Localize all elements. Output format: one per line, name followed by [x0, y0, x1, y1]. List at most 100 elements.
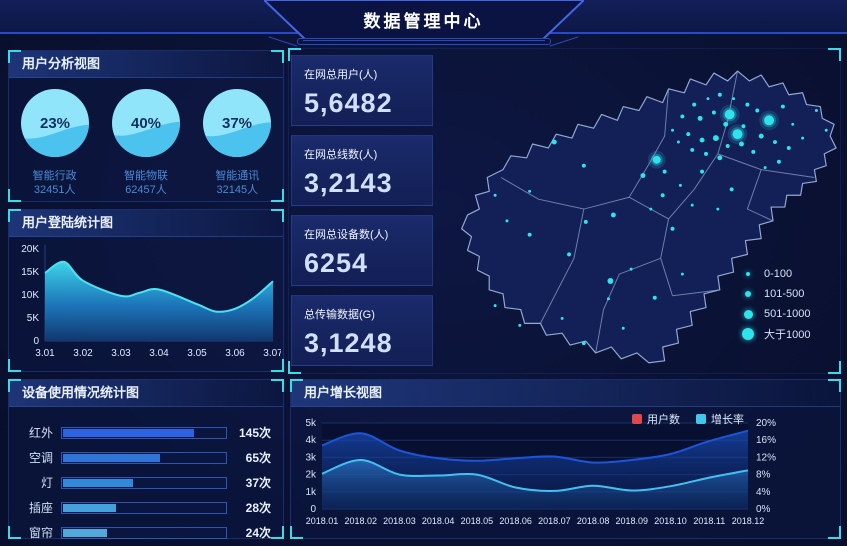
- svg-text:2k: 2k: [305, 470, 317, 481]
- map-legend-label: 501-1000: [764, 308, 811, 320]
- device-bar-row: 红外 145次: [17, 420, 271, 445]
- svg-text:2018.12: 2018.12: [732, 516, 765, 526]
- map-legend-row: 大于1000: [741, 327, 811, 341]
- liquid-circle-item: 40% 智能物联 62457人: [103, 85, 189, 197]
- svg-text:3.07: 3.07: [263, 348, 281, 359]
- bar-track: [61, 501, 227, 514]
- stat-label: 在网总线数(人): [304, 149, 378, 161]
- svg-text:0: 0: [33, 336, 39, 347]
- panel-device-usage: 设备使用情况统计图 红外 145次 空调 65次 灯 37次 插座 28次: [8, 379, 284, 540]
- svg-text:20%: 20%: [756, 418, 776, 429]
- circle-percent-value: 40%: [131, 115, 161, 132]
- stat-label: 总传输数据(G): [304, 309, 375, 321]
- svg-text:2018.06: 2018.06: [499, 516, 532, 526]
- map-legend-dot-icon: [746, 272, 750, 276]
- circle-count: 32451人: [33, 184, 76, 196]
- svg-text:4%: 4%: [756, 487, 771, 498]
- bar-fill: [63, 453, 161, 462]
- svg-text:15K: 15K: [21, 267, 39, 278]
- panel-title-user-growth: 用户增长视图: [291, 380, 840, 407]
- header-underbar-decoration: [296, 38, 551, 45]
- legend-item-users[interactable]: 用户数: [632, 411, 680, 427]
- panel-login-stats: 用户登陆统计图 0 5K 10K 15K 20K 3.01 3.02 3.03 3.04 3.05…: [8, 209, 284, 372]
- panel-user-analysis: 用户分析视图 23% 智能行政 32451人 40% 智: [8, 50, 284, 202]
- device-count: 37次: [245, 476, 271, 490]
- bar-track: [61, 426, 227, 439]
- svg-text:3.04: 3.04: [149, 348, 169, 359]
- growth-chart-legend: 用户数 增长率: [632, 411, 744, 427]
- device-count: 65次: [245, 451, 271, 465]
- map-legend: 0-100 101-500 501-1000 大于1000: [741, 267, 811, 347]
- svg-text:3.01: 3.01: [35, 348, 55, 359]
- circle-count: 62457人: [125, 184, 167, 196]
- svg-text:2018.08: 2018.08: [577, 516, 610, 526]
- panel-user-growth: 用户增长视图 用户数 增长率 0 0% 1k 4% 2k 8% 3k 12% 4k 16% 5k 20…: [290, 379, 841, 539]
- stat-value: 5,6482: [304, 88, 393, 118]
- liquid-circle-gauge: 37%: [203, 89, 272, 157]
- device-bar-row: 空调 65次: [17, 445, 271, 470]
- map-legend-dot-icon: [745, 291, 751, 297]
- panel-title-user-analysis: 用户分析视图: [9, 51, 283, 78]
- svg-text:2018.01: 2018.01: [306, 516, 339, 526]
- device-bar-row: 灯 37次: [17, 470, 271, 495]
- device-count: 24次: [245, 526, 271, 540]
- legend-label: 用户数: [647, 414, 680, 426]
- svg-text:4k: 4k: [305, 435, 317, 446]
- map-legend-label: 0-100: [764, 268, 793, 280]
- map-legend-row: 501-1000: [741, 307, 811, 321]
- svg-text:2018.10: 2018.10: [654, 516, 687, 526]
- stat-card-total-users: 在网总用户(人) 5,6482: [291, 55, 433, 126]
- svg-text:1k: 1k: [305, 487, 317, 498]
- svg-text:10K: 10K: [21, 290, 39, 301]
- bar-track: [61, 476, 227, 489]
- bar-fill: [63, 528, 107, 537]
- svg-text:2018.03: 2018.03: [383, 516, 416, 526]
- svg-text:20K: 20K: [21, 244, 39, 255]
- svg-text:2018.07: 2018.07: [538, 516, 571, 526]
- device-name: 灯: [40, 476, 53, 490]
- map-scatter-dots: [493, 92, 828, 346]
- stat-label: 在网总设备数(人): [304, 229, 389, 241]
- bar-fill: [63, 503, 117, 512]
- svg-text:2018.11: 2018.11: [693, 516, 725, 526]
- liquid-circle-gauge: 40%: [111, 89, 180, 157]
- map-legend-dot-icon: [743, 309, 753, 319]
- device-name: 窗帘: [28, 526, 53, 540]
- liquid-circle-group: 23% 智能行政 32451人 40% 智能物联 62457人: [9, 78, 283, 197]
- svg-text:16%: 16%: [756, 435, 776, 446]
- map-legend-dot-icon: [742, 328, 754, 340]
- map-internal-borders: [500, 70, 815, 354]
- device-count: 28次: [245, 501, 271, 515]
- legend-item-growth-rate[interactable]: 增长率: [696, 411, 744, 427]
- stat-card-total-data: 总传输数据(G) 3,1248: [291, 295, 433, 366]
- bar-fill: [63, 478, 133, 487]
- map-and-stats-frame: 在网总用户(人) 5,6482 在网总线数(人) 3,2143 在网总设备数(人…: [288, 48, 841, 374]
- svg-text:3k: 3k: [305, 452, 317, 463]
- svg-text:2018.02: 2018.02: [344, 516, 377, 526]
- circle-label: 智能通讯: [215, 170, 260, 182]
- circle-label: 智能行政: [32, 170, 77, 182]
- liquid-circle-item: 37% 智能通讯 32145人: [194, 85, 280, 197]
- province-map: [461, 70, 837, 364]
- device-bar-row: 插座 28次: [17, 495, 271, 520]
- stat-value: 6254: [304, 248, 369, 278]
- device-bar-list: 红外 145次 空调 65次 灯 37次 插座 28次 窗帘: [9, 407, 283, 545]
- stat-value: 3,1248: [304, 328, 393, 358]
- svg-text:2018.05: 2018.05: [461, 516, 494, 526]
- bar-track: [61, 451, 227, 464]
- stat-label: 在网总用户(人): [304, 69, 378, 81]
- svg-text:3.02: 3.02: [73, 348, 93, 359]
- stat-value: 3,2143: [304, 168, 393, 198]
- login-area-chart: 0 5K 10K 15K 20K 3.01 3.02 3.03 3.04 3.05 3.06 3.07: [21, 244, 281, 359]
- circle-percent-value: 23%: [40, 115, 70, 132]
- device-name: 插座: [28, 501, 53, 515]
- stat-card-total-devices: 在网总设备数(人) 6254: [291, 215, 433, 286]
- circle-count: 32145人: [216, 184, 259, 196]
- liquid-circle-item: 23% 智能行政 32451人: [12, 85, 98, 197]
- device-bar-row: 窗帘 24次: [17, 520, 271, 545]
- svg-text:2018.09: 2018.09: [616, 516, 649, 526]
- page-title: 数据管理中心: [363, 12, 484, 31]
- svg-text:0%: 0%: [756, 504, 771, 515]
- svg-text:5K: 5K: [27, 313, 40, 324]
